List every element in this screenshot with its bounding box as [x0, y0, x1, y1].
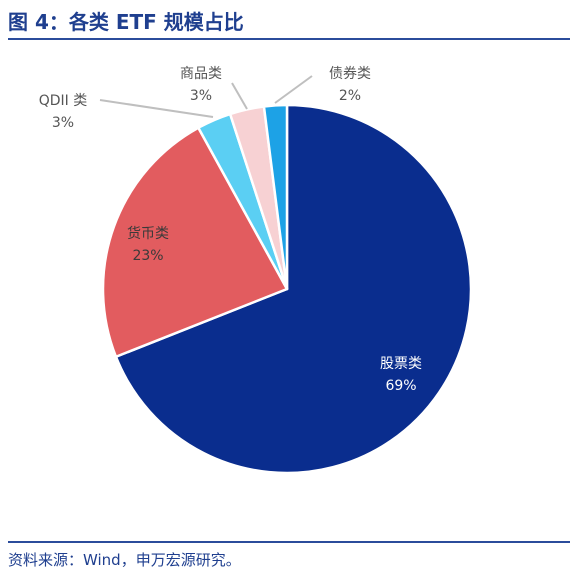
slice-percent-4: 3%: [190, 88, 212, 104]
leader-line-5: [274, 75, 313, 104]
slice-label-2: 货币类: [127, 225, 169, 242]
leader-line-3: [99, 99, 214, 118]
slice-label-4: 商品类: [180, 66, 222, 82]
title-divider: [8, 38, 570, 40]
footer-divider: [8, 541, 570, 543]
slice-label-5: 债券类: [329, 66, 371, 82]
slice-label-3: QDII 类: [39, 93, 88, 109]
source-note: 资料来源：Wind，申万宏源研究。: [8, 551, 241, 569]
slice-percent-5: 2%: [339, 88, 361, 104]
pie-slice-5: [262, 103, 289, 291]
slice-percent-1: 69%: [385, 378, 416, 394]
slice-label-1: 股票类: [380, 356, 422, 372]
pie-slice-1: [114, 103, 473, 475]
pie-slice-2: [101, 126, 289, 358]
figure-title: 图 4：各类 ETF 规模占比: [8, 10, 244, 34]
slice-percent-2: 23%: [132, 248, 163, 264]
slice-percent-3: 3%: [52, 115, 74, 131]
leader-line-4: [231, 82, 248, 110]
